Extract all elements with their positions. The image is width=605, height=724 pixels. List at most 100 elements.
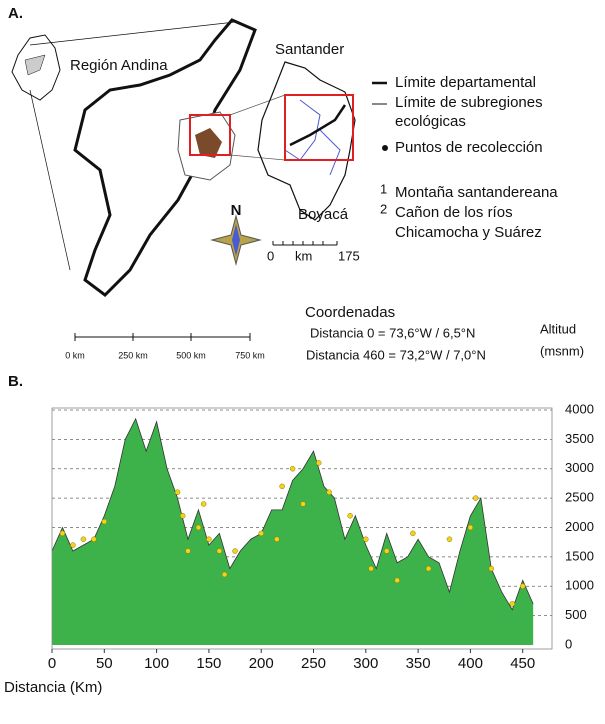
collection-point [206, 536, 212, 542]
neighbor-label: Boyacá [298, 206, 349, 223]
scale-label: 750 km [235, 350, 265, 360]
x-tick-label: 300 [353, 655, 378, 672]
rivers [284, 99, 341, 176]
legend-text: Puntos de recolección [395, 139, 543, 156]
x-tick-label: 350 [406, 655, 431, 672]
coords: Distancia 0 = 73,6°W / 6,5°N [310, 325, 475, 340]
collection-point [70, 542, 76, 548]
scale-label: 0 km [65, 350, 85, 360]
collection-point [232, 548, 238, 554]
coords: Distancia 460 = 73,2°W / 7,0°N [306, 347, 486, 362]
legend-num: 2 [380, 201, 387, 216]
collection-point [200, 501, 207, 507]
collection-point [101, 518, 108, 525]
zoom-line [229, 154, 286, 161]
y-axis-label: Altitud [540, 321, 576, 336]
y-tick-label: 2000 [565, 519, 594, 534]
collection-point [446, 536, 453, 542]
collection-point [519, 583, 526, 589]
panel-label: B. [8, 373, 23, 390]
compass [210, 214, 262, 266]
y-tick-label: 1000 [565, 578, 594, 593]
profile-line [51, 417, 534, 611]
zoom-line [29, 21, 236, 46]
zoom-box [284, 94, 354, 161]
scale-label: 175 [338, 248, 360, 263]
santander [257, 61, 356, 221]
y-tick-label: 4000 [565, 401, 594, 416]
collection-point [425, 565, 432, 572]
collection-point [368, 565, 374, 572]
collection-point [383, 548, 390, 554]
zoom-box [189, 114, 231, 156]
scale-label: 250 km [118, 350, 148, 360]
legend-swatch [382, 145, 388, 151]
x-tick-label: 400 [458, 655, 483, 672]
collection-point [347, 513, 353, 519]
y-tick-label: 3000 [565, 460, 594, 475]
legend-num: 1 [380, 181, 387, 196]
y-axis-label: (msnm) [540, 343, 584, 358]
x-tick-label: 200 [249, 655, 274, 672]
plot-frame [51, 407, 553, 650]
x-axis-label: Distancia (Km) [4, 679, 102, 696]
collection-point [180, 513, 186, 519]
collection-point [300, 501, 306, 507]
legend-text: Límite de subregiones [395, 94, 543, 111]
collection-point [315, 460, 322, 466]
collection-point [467, 524, 474, 531]
collection-point [289, 466, 296, 472]
dept-label: Santander [275, 41, 344, 58]
scale-label: 0 [267, 248, 274, 263]
y-tick-label: 0 [565, 636, 572, 651]
collection-point [326, 489, 332, 495]
y-tick-label: 2500 [565, 490, 594, 505]
colombia-outline [11, 34, 61, 101]
panel-label: A. [8, 5, 23, 22]
x-tick-label: 250 [301, 655, 326, 672]
collection-point [394, 577, 400, 584]
collection-point [488, 565, 495, 572]
profile-line [289, 104, 347, 147]
y-tick-label: 1500 [565, 548, 594, 563]
y-tick-label: 500 [565, 607, 587, 622]
collection-point [363, 536, 369, 542]
map [11, 18, 388, 341]
points-mini [195, 128, 222, 158]
collection-point [221, 571, 228, 578]
legend-text: Montaña santandereana [395, 184, 558, 201]
x-tick-label: 450 [510, 655, 535, 672]
legend-text: Límite departamental [395, 74, 536, 91]
collection-point [472, 495, 479, 501]
collection-point [410, 530, 416, 537]
collection-point [80, 536, 87, 542]
collection-point [279, 483, 285, 490]
andean-mini [24, 54, 46, 76]
collection-point [258, 530, 264, 537]
x-tick-label: 150 [196, 655, 221, 672]
collection-point [59, 530, 66, 537]
legend-text: Cañon de los ríos [395, 204, 513, 221]
coords-title: Coordenadas [305, 304, 395, 321]
collection-point [91, 536, 97, 542]
scale-label: km [295, 248, 312, 263]
zoom-line [229, 94, 286, 116]
collection-point [509, 601, 516, 607]
collection-point [195, 524, 202, 531]
area [52, 418, 534, 645]
collection-point [274, 536, 280, 542]
scale-label: 500 km [176, 350, 206, 360]
region-label: Región Andina [70, 57, 168, 74]
x-tick-label: 50 [96, 655, 113, 672]
legend-text: Chicamocha y Suárez [395, 224, 542, 241]
x-tick-label: 0 [48, 655, 56, 672]
y-tick-label: 3500 [565, 431, 594, 446]
collection-point [174, 489, 181, 495]
zoom-line [29, 89, 71, 271]
legend-text: ecológicas [395, 113, 466, 130]
x-tick-label: 100 [144, 655, 169, 672]
collection-point [216, 548, 223, 554]
north-label: N [231, 202, 242, 219]
collection-point [185, 548, 191, 554]
